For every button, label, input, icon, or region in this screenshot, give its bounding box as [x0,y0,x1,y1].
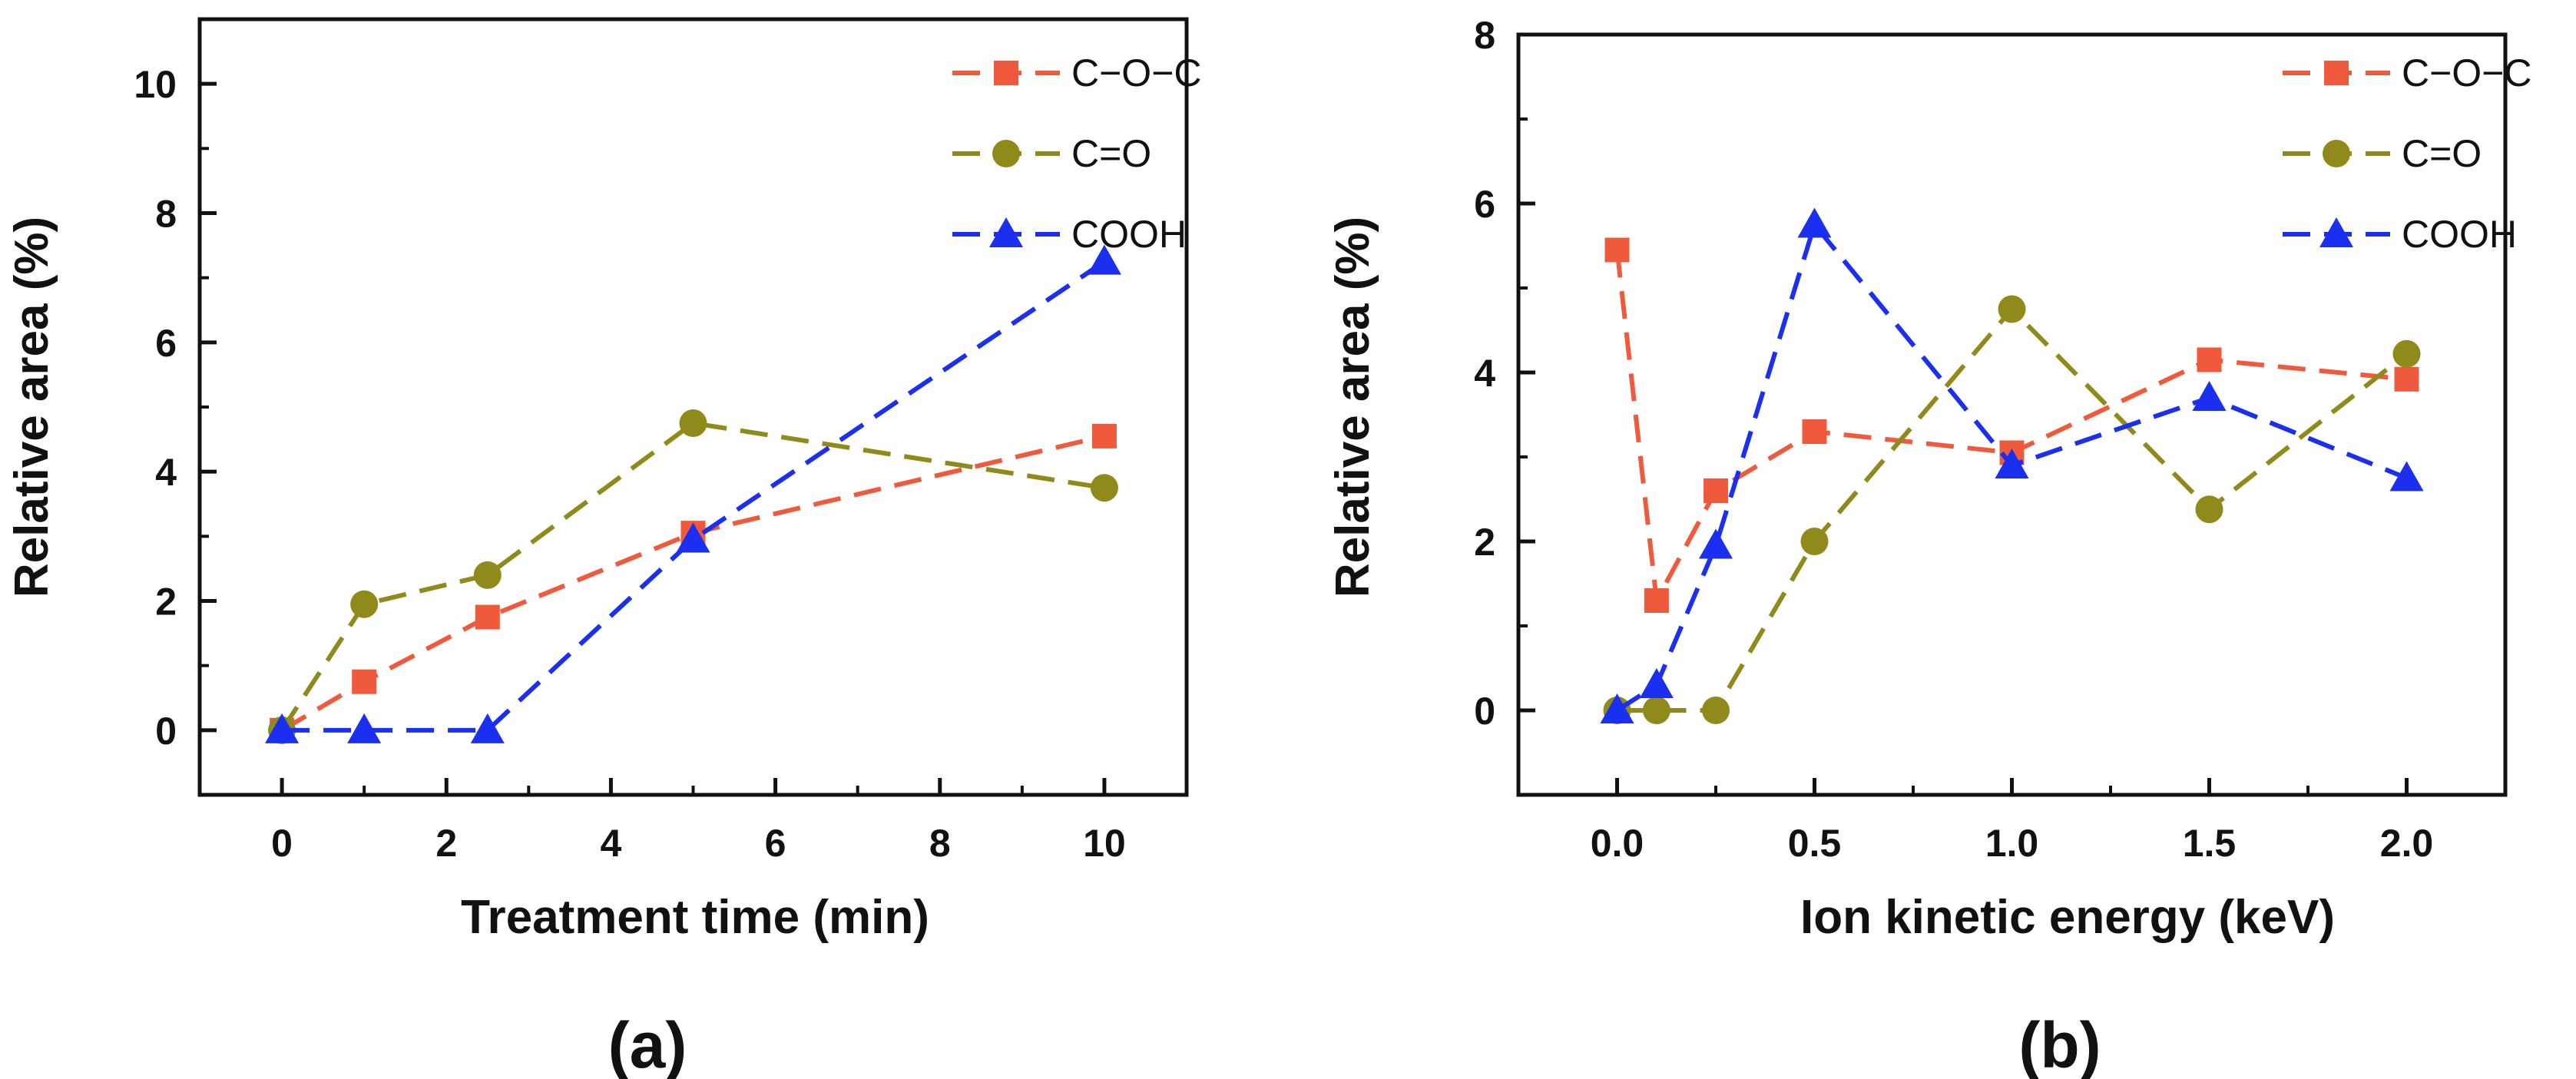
legend-label-triangle-b: COOH [2402,213,2517,256]
plot-frame-a [197,17,1189,797]
legend-marker-circle-a [992,140,1020,167]
series-triangle-a [265,244,1121,743]
y-tick-label-a: 8 [155,193,177,236]
data-point-circle-b [1998,295,2026,323]
data-point-square-b [1604,237,1630,263]
y-tick-label-b: 0 [1474,690,1495,733]
data-point-circle-b [2392,339,2421,368]
y-axis-title-a: Relative area (%) [5,217,58,597]
legend-label-circle-b: C=O [2402,132,2482,175]
x-tick-label-b: 1.0 [1985,822,2039,865]
data-point-triangle-b [1699,528,1733,559]
y-tick-label-a: 4 [155,451,177,494]
x-axis-title-a: Treatment time (min) [461,891,929,944]
series-circle-b [1603,295,2421,724]
y-tick-label-a: 2 [155,581,177,624]
data-point-circle-b [1702,697,1730,724]
legend-marker-triangle-a [989,217,1023,247]
legend-label-square-b: C−O−C [2402,51,2532,94]
series-line-circle-a [280,421,1105,732]
data-point-triangle-a [470,713,505,743]
y-tick-label-b: 8 [1474,14,1495,57]
series-circle-a [268,409,1118,744]
series-line-square-a [280,433,1105,733]
x-tick-label-a: 2 [435,822,457,865]
chart-b-svg: 0.0 0.5 1.0 1.5 2.0 0 2 4 6 8 Ion kinetic energy (… [1326,14,2532,1079]
series-line-triangle-a [282,260,1106,733]
legend-entry-square-a: C−O−C [952,51,1202,94]
x-tick-label-b: 0.5 [1788,822,1842,865]
y-axis-title-b: Relative area (%) [1326,217,1379,597]
data-point-square-b [1704,478,1728,503]
data-point-circle-b [2195,495,2223,524]
data-point-square-b [2394,366,2419,392]
data-point-triangle-a [265,713,300,743]
data-point-circle-a [679,409,707,438]
legend-entry-circle-b: C=O [2283,132,2482,175]
data-point-triangle-a [347,713,382,743]
legend-marker-circle-b [2323,140,2350,167]
x-tick-label-a: 10 [1083,822,1126,865]
data-point-square-a [352,669,377,694]
data-point-square-b [1644,588,1669,613]
chart-a-svg: 0 2 4 6 8 10 0 2 4 6 8 10 Treatment time (min) Relati… [5,17,1202,1079]
legend-label-circle-a: C=O [1071,132,1151,175]
y-tick-label-b: 6 [1474,183,1495,226]
legend-entry-circle-a: C=O [952,132,1151,175]
data-point-square-a [1091,423,1117,448]
data-point-circle-b [1800,528,1829,555]
data-point-triangle-b [2389,461,2424,492]
data-point-triangle-b [2192,381,2227,411]
data-point-circle-b [1642,697,1670,724]
y-tick-label-a: 0 [155,710,177,753]
x-tick-label-a: 6 [765,822,786,865]
x-tick-label-a: 8 [929,822,951,865]
x-tick-label-a: 4 [601,822,622,865]
legend-entry-triangle-a: COOH [952,213,1187,256]
legend-marker-square-b [2324,61,2349,85]
y-tick-label-b: 2 [1474,521,1495,564]
data-point-triangle-b [1797,207,1832,238]
y-tick-label-a: 6 [155,322,177,365]
x-tick-label-b: 0.0 [1591,822,1644,865]
panel-label-b: (b) [2018,1009,2101,1079]
chart-panel-b: 0.0 0.5 1.0 1.5 2.0 0 2 4 6 8 Ion kinetic energy (… [1288,0,2576,1079]
data-point-triangle-a [676,522,710,553]
data-point-circle-a [473,561,502,589]
data-point-circle-a [350,590,379,618]
data-point-triangle-b [1639,668,1674,698]
data-point-triangle-b [1600,693,1634,723]
x-tick-label-a: 0 [271,822,293,865]
legend-entry-triangle-b: COOH [2283,213,2517,256]
data-point-square-b [2197,347,2222,372]
chart-panel-a: 0 2 4 6 8 10 0 2 4 6 8 10 Treatment time (min) Relati… [5,17,1202,1079]
panel-label-a: (a) [608,1009,687,1079]
plot-frame-b [1516,32,2508,797]
x-axis-title-b: Ion kinetic energy (keV) [1800,891,2335,944]
data-point-square-a [475,604,500,630]
x-tick-label-b: 2.0 [2380,822,2434,865]
legend-label-triangle-a: COOH [1071,213,1187,256]
legend-entry-square-b: C−O−C [2283,51,2532,94]
y-tick-label-a: 10 [134,63,177,106]
legend-marker-triangle-b [2319,217,2353,247]
legend-label-square-a: C−O−C [1071,51,1202,94]
legend-marker-square-a [994,61,1018,85]
data-point-square-b [1802,419,1827,444]
data-point-triangle-b [1995,448,2029,478]
series-triangle-b [1600,207,2424,723]
x-tick-label-b: 1.5 [2183,822,2237,865]
data-point-triangle-a [1087,244,1121,275]
y-tick-label-b: 4 [1474,352,1495,395]
data-point-circle-a [1090,474,1118,502]
